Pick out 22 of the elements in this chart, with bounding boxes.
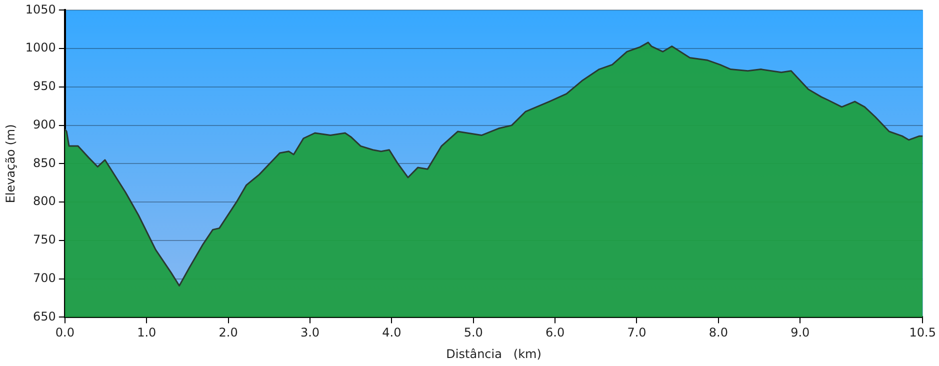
y-tick-label: 1050 (25, 2, 56, 16)
x-tick-label: 9.0 (790, 326, 810, 340)
x-tick-label: 1.0 (137, 326, 156, 340)
x-axis-title: Distância (km) (446, 346, 542, 361)
y-tick-label: 650 (33, 309, 56, 324)
x-tick-label: 4.0 (382, 326, 402, 340)
y-axis-title: Elevação (m) (3, 124, 18, 204)
x-tick-label: 3.0 (300, 326, 320, 340)
x-tick-label: 10.5 (909, 326, 936, 340)
y-tick-label: 1000 (25, 40, 56, 55)
x-tick-label: 0.0 (55, 326, 74, 340)
y-tick-label: 750 (33, 232, 56, 247)
y-tick-label: 950 (33, 79, 56, 94)
x-tick-label: 8.0 (708, 326, 728, 340)
x-tick-label: 6.0 (546, 326, 565, 340)
y-tick-label: 800 (33, 194, 56, 208)
x-tick-label: 7.0 (627, 326, 646, 340)
y-tick-label: 900 (33, 117, 56, 132)
y-tick-label: 850 (33, 156, 56, 170)
x-tick-label: 2.0 (218, 326, 238, 340)
y-tick-label: 700 (33, 270, 56, 285)
x-tick-label: 5.0 (464, 326, 483, 340)
